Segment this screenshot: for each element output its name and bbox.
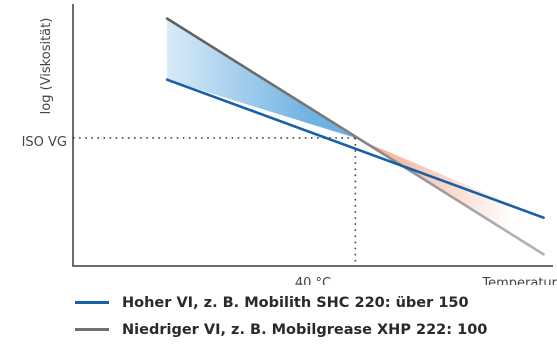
legend-item-high-vi: Hoher VI, z. B. Mobilith SHC 220: über 1…: [75, 289, 487, 316]
viscosity-temperature-chart: ISO VG 40 °C Temperatur log (Viskosität): [22, 4, 557, 285]
legend-label-low-vi: Niedriger VI, z. B. Mobilgrease XHP 222:…: [122, 321, 488, 338]
x-tick-label-40c: 40 °C: [295, 276, 331, 285]
legend-swatch-high-vi: [75, 301, 109, 304]
series-line-high-vi: [165, 78, 545, 219]
x-axis-label: Temperatur: [481, 276, 557, 285]
legend-item-low-vi: Niedriger VI, z. B. Mobilgrease XHP 222:…: [75, 316, 487, 343]
legend-swatch-low-vi: [75, 328, 109, 331]
legend-label-high-vi: Hoher VI, z. B. Mobilith SHC 220: über 1…: [122, 294, 469, 311]
series-line-low-vi: [165, 17, 545, 256]
legend: Hoher VI, z. B. Mobilith SHC 220: über 1…: [75, 289, 487, 343]
axes: [72, 4, 553, 267]
y-axis-label: log (Viskosität): [39, 18, 54, 115]
y-tick-label-iso-vg: ISO VG: [22, 135, 67, 150]
